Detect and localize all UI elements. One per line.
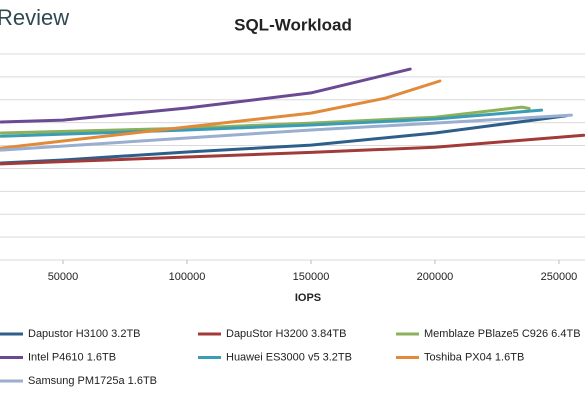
- legend-label: Dapustor H3100 3.2TB: [28, 328, 141, 340]
- series-line: [0, 105, 531, 135]
- x-tick-label: 250000: [541, 271, 578, 283]
- series-line: [0, 113, 573, 152]
- legend-label: Huawei ES3000 v5 3.2TB: [226, 351, 352, 363]
- series-line: [0, 67, 412, 124]
- legend-label: Toshiba PX04 1.6TB: [424, 351, 524, 363]
- legend-label: Samsung PM1725a 1.6TB: [28, 375, 157, 387]
- series-line: [0, 79, 442, 150]
- series-line: [0, 108, 544, 138]
- logo: Review: [0, 5, 69, 30]
- x-tick-label: 200000: [417, 271, 454, 283]
- x-tick-label: 100000: [169, 271, 206, 283]
- x-tick-label: 150000: [293, 271, 330, 283]
- series-line: [0, 133, 585, 166]
- legend-label: Memblaze PBlaze5 C926 6.4TB: [424, 328, 581, 340]
- x-axis-label: IOPS: [295, 292, 321, 304]
- legend-label: DapuStor H3200 3.84TB: [226, 328, 346, 340]
- x-tick-label: 50000: [48, 271, 79, 283]
- legend-label: Intel P4610 1.6TB: [28, 351, 116, 363]
- chart-title: SQL-Workload: [234, 15, 352, 34]
